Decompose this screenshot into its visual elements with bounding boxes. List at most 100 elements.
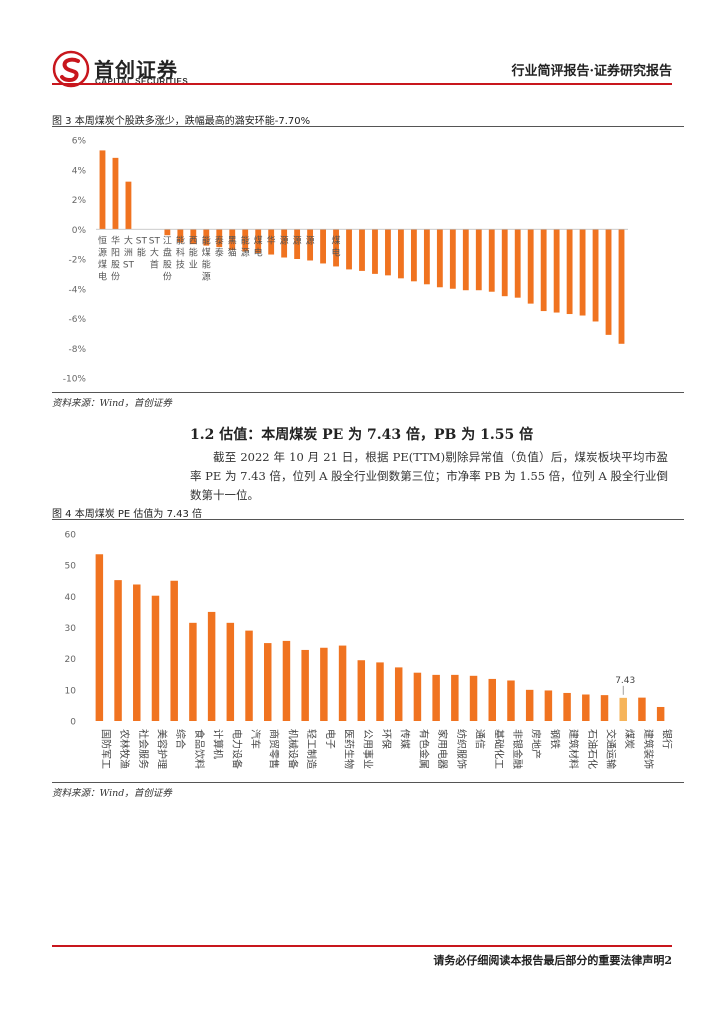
- bar: [475, 229, 482, 291]
- bar: [112, 157, 119, 230]
- bar: [281, 229, 288, 258]
- x-tick-label: 能: [189, 246, 198, 258]
- header-divider: [52, 83, 672, 85]
- bar: [638, 697, 646, 721]
- bar: [320, 229, 326, 264]
- y-tick-label: -6%: [68, 315, 86, 325]
- bar: [619, 697, 627, 721]
- y-tick-label: 6%: [72, 137, 87, 147]
- x-tick-label: 西: [189, 235, 198, 246]
- x-tick-label: 煤: [254, 234, 263, 246]
- x-tick-label: 煤: [98, 258, 107, 270]
- x-tick-label: 能: [202, 234, 211, 246]
- bar: [410, 229, 417, 282]
- x-tick-label: 电: [332, 246, 341, 258]
- x-tick-label: 煤: [202, 246, 211, 258]
- figure-4-source: 资料来源：Wind，首创证券: [52, 788, 172, 799]
- bar: [394, 667, 403, 721]
- x-tick-label: 源: [280, 235, 289, 246]
- bar: [216, 229, 223, 248]
- x-tick-label: 能: [241, 234, 250, 246]
- x-tick-label: 源: [306, 235, 315, 246]
- x-tick-label: 泰: [215, 234, 224, 246]
- y-tick-label: -10%: [63, 375, 87, 385]
- bar: [413, 672, 422, 721]
- bar: [385, 229, 391, 276]
- x-tick-label: 商贸零售: [268, 729, 281, 769]
- bar: [527, 229, 534, 304]
- x-tick-label: 汽车: [249, 729, 262, 749]
- figure-4-title: 图 4 本周煤炭 PE 估值为 7.43 倍: [52, 509, 203, 520]
- x-tick-label: 能: [137, 246, 146, 258]
- x-tick-label: 技: [176, 258, 185, 270]
- brand-logo-icon: [52, 50, 90, 88]
- x-tick-label: 份: [111, 270, 120, 282]
- x-tick-label: ST: [149, 236, 161, 246]
- x-tick-label: 能: [176, 234, 185, 246]
- bar: [544, 690, 553, 721]
- logo-english-name: CAPITAL SECURITIES: [95, 77, 189, 86]
- bar: [423, 229, 430, 285]
- bar: [255, 229, 262, 254]
- bar: [190, 229, 197, 245]
- bar: [469, 675, 478, 721]
- x-tick-label: 综合: [174, 729, 187, 749]
- figure-3-bottom-rule: [52, 392, 684, 393]
- stock-change-chart: 6%4%2%0%-2%-4%-6%-8%-10%恒源煤电华阳股份大洲STST能S…: [63, 137, 628, 385]
- bar: [359, 229, 365, 271]
- x-tick-label: 房地产: [530, 729, 543, 759]
- x-tick-label: 煤炭: [623, 729, 636, 749]
- bar: [592, 229, 599, 322]
- bar: [114, 580, 122, 721]
- x-tick-label: 电: [254, 246, 263, 258]
- x-tick-label: 电力设备: [230, 729, 243, 769]
- bar: [507, 680, 515, 721]
- footer-divider: [52, 945, 672, 947]
- x-tick-label: ST: [123, 260, 135, 270]
- x-tick-label: 盘: [163, 246, 172, 258]
- bar: [462, 229, 469, 291]
- bar: [376, 662, 384, 721]
- bar: [177, 229, 184, 243]
- x-tick-label: 源: [98, 247, 107, 258]
- x-tick-label: 机械设备: [286, 729, 299, 769]
- logo-chinese-name: 首创证券: [94, 58, 178, 82]
- x-tick-label: 公用事业: [361, 729, 374, 769]
- x-tick-label: 美容护理: [155, 729, 168, 769]
- figure-3-top-rule: [52, 126, 684, 127]
- bar: [582, 694, 590, 721]
- bar: [99, 150, 106, 230]
- x-tick-label: 源: [241, 247, 250, 258]
- y-tick-label: -8%: [68, 345, 86, 355]
- x-tick-label: 华: [267, 234, 276, 246]
- bar: [540, 229, 547, 312]
- bar: [245, 630, 253, 721]
- bar: [301, 649, 309, 721]
- bar: [566, 229, 573, 315]
- section-paragraph: 截至 2022 年 10 月 21 日，根据 PE(TTM)剔除异常值（负值）后…: [190, 450, 668, 502]
- x-tick-label: 计算机: [212, 729, 225, 759]
- x-tick-label: 股: [163, 259, 172, 270]
- bar: [164, 229, 171, 236]
- y-tick-label: -4%: [68, 285, 86, 295]
- x-tick-label: 源: [293, 235, 302, 246]
- bar: [268, 229, 275, 255]
- bar: [333, 229, 339, 267]
- y-tick-label: 4%: [72, 166, 87, 176]
- x-tick-label: 恒: [98, 234, 107, 246]
- x-tick-label: 有色金属: [417, 729, 430, 769]
- x-tick-label: 电: [98, 270, 107, 282]
- x-tick-label: 能: [202, 258, 211, 270]
- x-tick-label: 家用电器: [436, 729, 449, 769]
- bar: [346, 229, 352, 270]
- bar: [338, 645, 347, 721]
- bar: [320, 647, 328, 721]
- x-tick-label: 银行: [661, 729, 674, 749]
- bar: [451, 674, 459, 721]
- x-tick-label: 基础化工: [492, 729, 505, 769]
- y-tick-label: 30: [65, 624, 77, 634]
- x-tick-label: 食品饮料: [193, 729, 206, 769]
- y-tick-label: 2%: [72, 196, 87, 206]
- bar: [656, 706, 665, 721]
- bar: [436, 229, 443, 288]
